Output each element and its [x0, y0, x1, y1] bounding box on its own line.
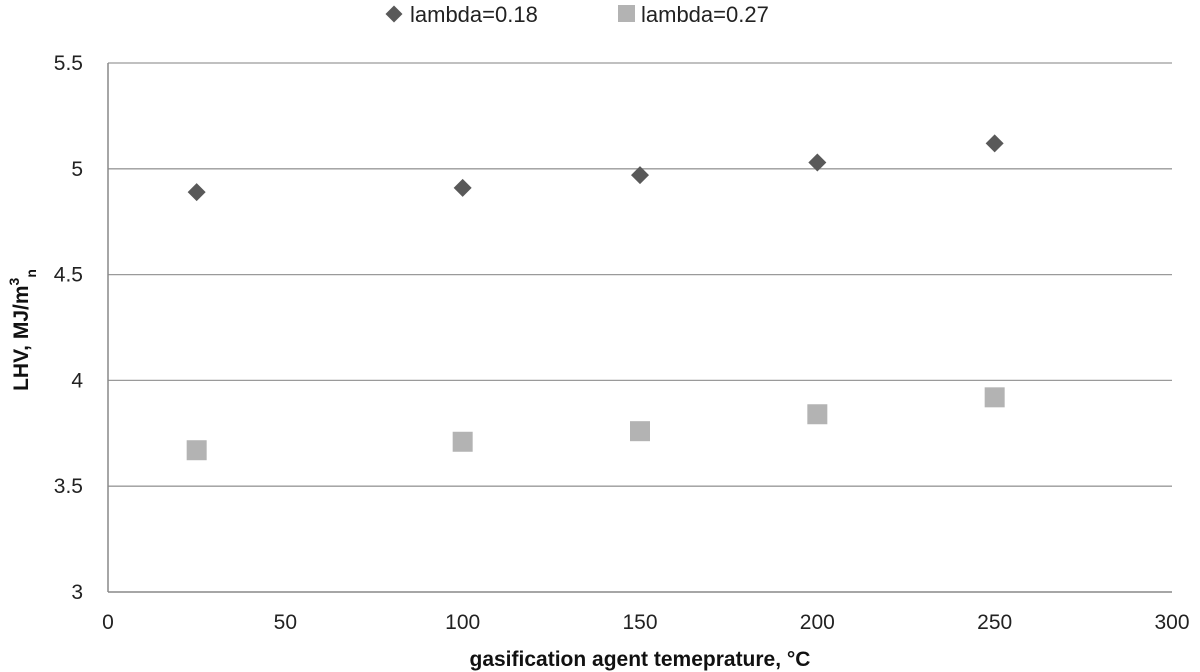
y-axis-title-main: LHV, MJ/m [10, 285, 33, 390]
y-axis-title-subscript: n [23, 269, 39, 278]
x-tick-label: 100 [445, 611, 480, 634]
data-point-series-1 [453, 178, 472, 197]
y-tick-label: 4 [71, 369, 83, 392]
data-point-series-2 [807, 404, 828, 425]
y-tick-label: 3 [71, 581, 83, 604]
legend-marker-lambda-0.18 [385, 5, 403, 23]
x-tick-label: 150 [622, 611, 657, 634]
y-tick-label: 5.5 [54, 52, 83, 75]
data-point-series-2 [630, 421, 650, 442]
legend: lambda=0.18 lambda=0.27 [385, 2, 769, 27]
data-point-series-1 [808, 153, 827, 172]
gridlines [108, 62, 1172, 487]
x-tick-label: 300 [1154, 611, 1189, 634]
data-point-series-2 [186, 440, 207, 461]
legend-label-lambda-0.18: lambda=0.18 [410, 2, 538, 27]
y-tick-label: 5 [71, 158, 83, 181]
y-tick-label: 4.5 [54, 264, 83, 287]
legend-label-lambda-0.27: lambda=0.27 [641, 2, 769, 27]
x-tick-label: 250 [977, 611, 1012, 634]
data-point-series-1 [985, 134, 1004, 153]
y-axis-title: LHV, MJ/m3n [6, 269, 39, 391]
data-point-series-2 [984, 387, 1005, 408]
x-axis-title: gasification agent temeprature, °C [470, 648, 811, 671]
x-tick-label: 0 [102, 611, 114, 634]
y-tick-label: 3.5 [54, 475, 83, 498]
x-tick-labels: 0 50 100 150 200 250 300 [102, 611, 1189, 634]
data-points [186, 134, 1005, 461]
data-point-series-1 [631, 166, 649, 185]
legend-marker-lambda-0.27 [618, 5, 635, 22]
data-point-series-2 [452, 431, 473, 452]
data-point-series-1 [187, 183, 206, 202]
y-tick-labels: 3 3.5 4 4.5 5 5.5 [54, 52, 84, 604]
x-tick-label: 200 [800, 611, 835, 634]
y-axis-title-superscript: 3 [6, 277, 22, 285]
x-tick-label: 50 [274, 611, 297, 634]
